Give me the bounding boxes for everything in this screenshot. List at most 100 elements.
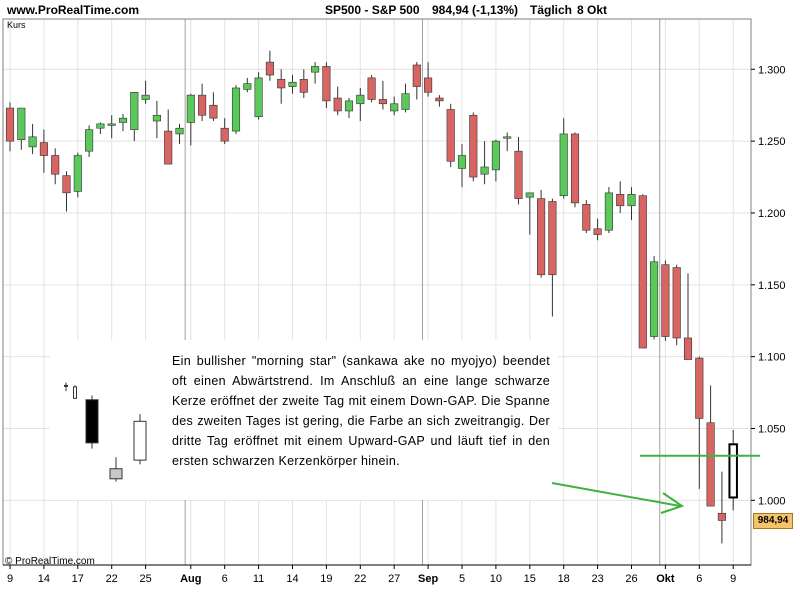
- x-tick-label: 27: [388, 573, 400, 585]
- candle-body: [604, 192, 613, 231]
- candle-body: [277, 79, 286, 89]
- inset-candle-body: [133, 420, 147, 461]
- inset-candles: [64, 382, 147, 482]
- site-url[interactable]: www.ProRealTime.com: [7, 3, 140, 17]
- x-tick-label: 25: [139, 573, 151, 585]
- candle-body: [378, 99, 387, 105]
- candle-body: [457, 155, 467, 169]
- y-tick-label: 1.250: [758, 136, 786, 148]
- y-tick-label: 1.000: [758, 495, 786, 507]
- x-tick-label: 23: [591, 573, 603, 585]
- x-tick-label: 22: [354, 573, 366, 585]
- candle-body: [141, 94, 150, 100]
- x-tick-label: 26: [625, 573, 637, 585]
- x-tick-label: 6: [222, 573, 228, 585]
- x-tick-label: 11: [253, 573, 264, 585]
- x-tick-label: 18: [558, 573, 570, 585]
- candle-body: [672, 267, 681, 339]
- candle-body: [367, 77, 376, 100]
- x-tick-label: 9: [7, 573, 13, 585]
- last-price-tag: 984,94: [753, 513, 793, 529]
- candle-body: [28, 136, 37, 148]
- y-tick-label: 1.100: [758, 352, 786, 364]
- candle-body: [118, 117, 128, 123]
- candle-body: [96, 123, 105, 129]
- candle-body: [152, 114, 161, 122]
- candle-body: [356, 94, 365, 105]
- x-tick-label: 17: [72, 573, 84, 585]
- candle-body: [570, 133, 580, 204]
- candle-body: [480, 166, 489, 175]
- x-tick-label: 22: [106, 573, 118, 585]
- copyright: © ProRealTime.com: [5, 556, 95, 567]
- candle-layer[interactable]: [5, 50, 738, 544]
- candle-body: [39, 142, 48, 156]
- candle-body: [491, 140, 500, 171]
- candle-body: [130, 91, 139, 130]
- chart-date: 8 Okt: [577, 3, 608, 17]
- candle-body: [706, 422, 715, 507]
- x-tick-label: 10: [490, 573, 502, 585]
- candle-body: [265, 61, 274, 76]
- candle-body: [51, 155, 60, 175]
- candle-body: [17, 107, 26, 140]
- candle-body: [299, 79, 308, 93]
- candle-body: [627, 193, 636, 207]
- candle-body: [661, 264, 670, 337]
- candle-body: [243, 83, 252, 90]
- candle-body: [85, 129, 94, 152]
- x-tick-label: 19: [320, 573, 332, 585]
- x-tick-label: Sep: [418, 573, 438, 585]
- candle-body: [728, 443, 738, 499]
- candle-body: [514, 150, 523, 199]
- candle-body: [525, 192, 534, 198]
- candle-body: [311, 66, 320, 73]
- candle-body: [638, 195, 647, 349]
- candle-body: [537, 198, 546, 276]
- candle-body: [503, 136, 512, 139]
- candle-body: [424, 77, 433, 93]
- period-label: Täglich: [530, 3, 573, 17]
- inset-candle-body: [85, 399, 99, 444]
- candle-body: [390, 103, 399, 112]
- candle-body: [469, 114, 478, 178]
- y-tick-label: 1.300: [758, 64, 786, 76]
- candle-body: [559, 133, 568, 197]
- y-axis: 1.000 1.050 1.100 1.150 1.200 1.250 1.300: [751, 64, 786, 507]
- candle-body: [650, 261, 659, 337]
- candle-body: [582, 204, 591, 231]
- candle-body: [220, 127, 229, 142]
- candle-body: [322, 66, 331, 102]
- inset-candle-body: [64, 384, 68, 387]
- last-quote: 984,94 (-1,13%): [432, 3, 519, 17]
- candle-body: [186, 94, 195, 123]
- candle-body: [695, 357, 704, 419]
- candle-body: [548, 201, 557, 276]
- x-tick-label: 14: [38, 573, 50, 585]
- inset-candle-body: [109, 468, 123, 480]
- annotation-text: Ein bullisher "morning star" (sankawa ak…: [172, 354, 550, 468]
- price-series-label: Kurs: [7, 20, 26, 30]
- candle-body: [175, 127, 184, 135]
- inset-candle-body: [73, 386, 77, 399]
- x-tick-label: Okt: [656, 573, 675, 585]
- candle-body: [683, 337, 693, 360]
- arrow-shaft: [551, 482, 681, 507]
- instrument-title: SP500 - S&P 500: [325, 3, 420, 17]
- x-tick-label: 14: [286, 573, 298, 585]
- candle-body: [616, 193, 625, 207]
- annotation-box: [50, 340, 558, 500]
- candle-body: [209, 104, 218, 119]
- x-tick-label: 9: [730, 573, 736, 585]
- candle-body: [344, 100, 354, 112]
- overlay-layer: [551, 454, 760, 514]
- x-tick-label: 5: [459, 573, 465, 585]
- candle-body: [446, 109, 455, 162]
- candle-body: [73, 155, 82, 192]
- candle-body: [107, 123, 116, 126]
- candle-body: [5, 107, 15, 142]
- candle-body: [717, 512, 726, 521]
- y-tick-label: 1.150: [758, 280, 786, 292]
- candle-body: [593, 228, 602, 235]
